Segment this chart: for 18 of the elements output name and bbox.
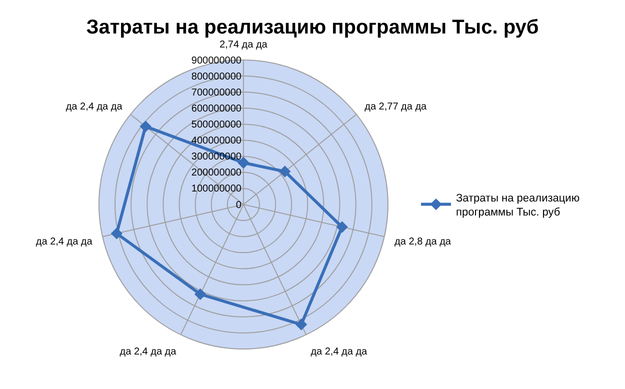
spoke-label: да 2,4 да да [66, 101, 123, 112]
y-tick-label: 700000000 [191, 87, 242, 98]
legend-label: Затраты на реализацию программы Тыс. руб [456, 192, 580, 219]
spoke-label: да 2,77 да да [364, 101, 428, 112]
spoke-label: да 2,8 да да [394, 236, 452, 248]
y-tick-label: 0 [236, 200, 242, 211]
chart-title: Затраты на реализацию программы Тыс. руб [86, 16, 539, 38]
spoke-label: да 2,4 да да [36, 236, 93, 248]
y-tick-label: 800000000 [191, 71, 242, 82]
spoke-label: 2,74 да да [220, 40, 268, 50]
y-tick-label: 900000000 [191, 55, 242, 66]
y-tick-label: 400000000 [191, 136, 242, 147]
y-tick-label: 600000000 [191, 103, 242, 114]
y-tick-label: 200000000 [191, 168, 242, 179]
spoke-label: да 2,4 да да [310, 346, 368, 358]
y-tick-label: 100000000 [191, 184, 242, 195]
spoke-label: да 2,4 да да [120, 346, 177, 358]
y-tick-label: 500000000 [191, 119, 242, 130]
